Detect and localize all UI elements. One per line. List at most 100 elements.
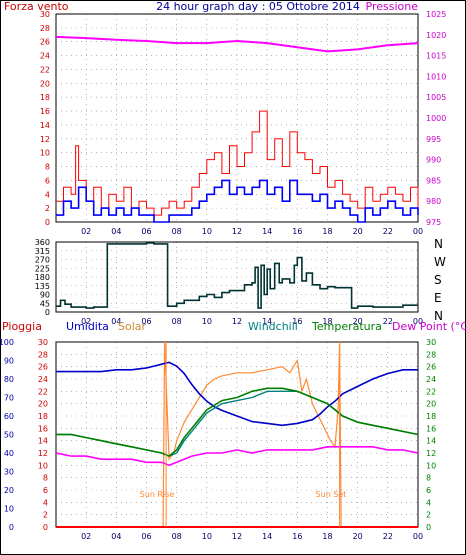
- y-right-tick-label: 6: [426, 486, 431, 495]
- y-left-tick-label: 16: [40, 107, 50, 116]
- y-left-tick-label: 26: [38, 363, 48, 372]
- y-left-tick-label: 30: [40, 10, 50, 19]
- sunset-label: Sun Set: [316, 490, 347, 499]
- legend-solar: Solar: [118, 320, 147, 333]
- compass-label-n-bottom: N: [434, 309, 443, 323]
- pressure-label: Pressione: [366, 0, 419, 13]
- y-left-tick-label: 2: [45, 204, 50, 213]
- x-tick-label: 14: [262, 532, 272, 541]
- humidity-series: [56, 361, 418, 427]
- y-right-tick-label: 26: [426, 363, 436, 372]
- y-right-tick-label: 18: [426, 412, 436, 421]
- y-left-tick-label: 14: [38, 437, 48, 446]
- x-tick-label: 02: [81, 532, 91, 541]
- y-right-tick-label: 20: [426, 400, 436, 409]
- x-tick-label: 02: [81, 317, 91, 326]
- x-tick-label: 08: [172, 227, 182, 236]
- y-left-tick-label: 8: [43, 474, 48, 483]
- dewpoint-series: [55, 446, 419, 467]
- y-right-tick-label: 8: [426, 474, 431, 483]
- x-tick-label: 12: [232, 317, 242, 326]
- y-left-tick-label: 10: [40, 149, 50, 158]
- y-right-tick-label: 12: [426, 449, 436, 458]
- x-tick-label: 12: [232, 532, 242, 541]
- legend-windchill: Windchill: [248, 320, 298, 333]
- pressure-series: [55, 35, 419, 53]
- y-humidity-tick-label: 80: [4, 375, 14, 384]
- x-tick-label: 12: [232, 227, 242, 236]
- y-right-tick-label: 14: [426, 437, 436, 446]
- x-tick-label: 00: [413, 227, 423, 236]
- wind-gust-series: [56, 110, 419, 216]
- x-tick-label: 14: [262, 227, 272, 236]
- y-right-tick-label: 985: [426, 176, 441, 185]
- y-humidity-tick-label: 70: [4, 394, 14, 403]
- x-tick-label: 20: [353, 317, 363, 326]
- y-tick-label: 180: [35, 273, 50, 282]
- y-left-tick-label: 28: [40, 24, 50, 33]
- y-left-tick-label: 0: [45, 218, 50, 227]
- y-left-tick-label: 14: [40, 121, 50, 130]
- y-right-tick-label: 4: [426, 498, 431, 507]
- y-left-tick-label: 0: [43, 523, 48, 532]
- temp-humidity-panel: 02 04 06 08 10 12 14 16 18 20 22 000102030405060708…: [0, 338, 436, 541]
- y-tick-label: 225: [35, 264, 50, 273]
- wind-avg-series: [56, 179, 419, 223]
- y-left-tick-label: 2: [43, 511, 48, 520]
- y-left-tick-label: 28: [38, 350, 48, 359]
- x-tick-label: 18: [322, 227, 332, 236]
- x-tick-label: 22: [383, 532, 393, 541]
- compass-label-w: W: [434, 255, 446, 269]
- x-tick-label: 16: [292, 317, 302, 326]
- y-right-tick-label: 28: [426, 350, 436, 359]
- x-tick-label: 02: [81, 227, 91, 236]
- y-left-tick-label: 4: [43, 498, 48, 507]
- y-left-tick-label: 12: [40, 135, 50, 144]
- y-left-tick-label: 20: [40, 79, 50, 88]
- x-tick-label: 04: [111, 317, 121, 326]
- y-right-tick-label: 975: [426, 218, 441, 227]
- x-tick-label: 06: [141, 227, 151, 236]
- y-right-tick-label: 995: [426, 135, 441, 144]
- y-tick-label: 315: [35, 247, 50, 256]
- y-right-tick-label: 1010: [426, 72, 446, 81]
- x-tick-label: 22: [383, 227, 393, 236]
- sunrise-label: Sun Rise: [140, 490, 175, 499]
- legend-rain: Pioggia: [2, 320, 42, 333]
- y-right-tick-label: 16: [426, 424, 436, 433]
- legend-dewpoint: Dew Point (°C): [392, 320, 466, 333]
- x-tick-label: 18: [322, 317, 332, 326]
- y-left-tick-label: 6: [43, 486, 48, 495]
- wind-force-label: Forza vento: [4, 0, 69, 13]
- y-left-tick-label: 18: [40, 93, 50, 102]
- y-left-tick-label: 22: [38, 387, 48, 396]
- y-right-tick-label: 10: [426, 461, 436, 470]
- y-humidity-tick-label: 30: [4, 468, 14, 477]
- y-left-tick-label: 6: [45, 176, 50, 185]
- y-humidity-tick-label: 60: [4, 412, 14, 421]
- y-humidity-tick-label: 20: [4, 486, 14, 495]
- y-tick-label: 90: [40, 291, 50, 300]
- x-tick-label: 04: [111, 227, 121, 236]
- y-humidity-tick-label: 10: [4, 505, 14, 514]
- x-tick-label: 04: [111, 532, 121, 541]
- y-left-tick-label: 26: [40, 38, 50, 47]
- x-tick-label: 22: [383, 317, 393, 326]
- y-left-tick-label: 30: [38, 338, 48, 347]
- y-left-tick-label: 24: [40, 52, 50, 61]
- wind-direction-panel: 02 04 06 08 10 12 14 16 18 20 22 000459013518022527…: [35, 238, 423, 326]
- y-tick-label: 360: [35, 238, 50, 247]
- x-tick-label: 00: [413, 317, 423, 326]
- x-tick-label: 10: [202, 317, 212, 326]
- y-left-tick-label: 8: [45, 163, 50, 172]
- y-left-tick-label: 18: [38, 412, 48, 421]
- y-left-tick-label: 20: [38, 400, 48, 409]
- y-right-tick-label: 1005: [426, 93, 446, 102]
- y-tick-label: 135: [35, 282, 50, 291]
- x-tick-label: 08: [172, 317, 182, 326]
- plot-frame: [55, 13, 419, 223]
- x-tick-label: 06: [141, 532, 151, 541]
